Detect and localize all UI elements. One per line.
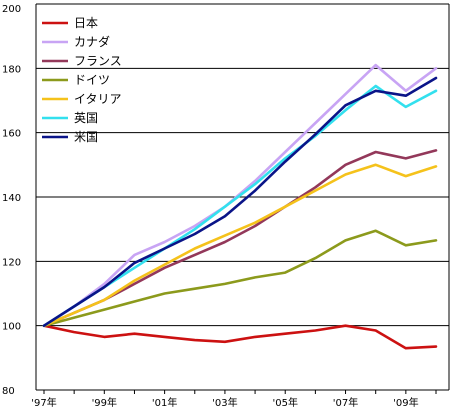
y-tick-label: 100 xyxy=(2,322,21,333)
series-line xyxy=(42,163,438,328)
x-tick-label: '99年 xyxy=(92,396,117,409)
y-tick-label: 200 xyxy=(2,4,21,15)
x-tick-label: '03年 xyxy=(212,396,237,409)
legend-label: カナダ xyxy=(74,34,110,49)
legend-label: 日本 xyxy=(74,16,98,30)
y-axis-ticks: 80 100 120 140 160 180 200 xyxy=(2,4,21,397)
legend-label: 米国 xyxy=(74,130,98,144)
legend-label: イタリア xyxy=(74,92,122,106)
x-tick-label: '09年 xyxy=(393,396,418,409)
x-axis-ticks: '97年 '99年 '01年 '03年 '05年 '07年 '09年 xyxy=(31,390,437,409)
gridlines xyxy=(36,67,449,327)
legend-label: 英国 xyxy=(74,111,98,125)
series-lines xyxy=(42,63,438,350)
x-tick-label: '97年 xyxy=(31,396,56,409)
legend-label: ドイツ xyxy=(74,73,110,87)
axes xyxy=(35,3,450,391)
y-tick-label: 160 xyxy=(2,129,21,140)
series-line xyxy=(42,84,438,328)
series-line xyxy=(42,76,438,328)
y-tick-label: 140 xyxy=(2,193,21,204)
x-tick-label: '01年 xyxy=(152,396,177,409)
series-line xyxy=(42,324,438,350)
y-tick-label: 180 xyxy=(2,64,21,75)
legend-label: フランス xyxy=(74,54,122,68)
y-tick-label: 80 xyxy=(2,386,15,397)
y-tick-label: 120 xyxy=(2,257,21,268)
x-tick-label: '05年 xyxy=(272,396,297,409)
x-tick-label: '07年 xyxy=(333,396,358,409)
series-line xyxy=(42,229,438,328)
